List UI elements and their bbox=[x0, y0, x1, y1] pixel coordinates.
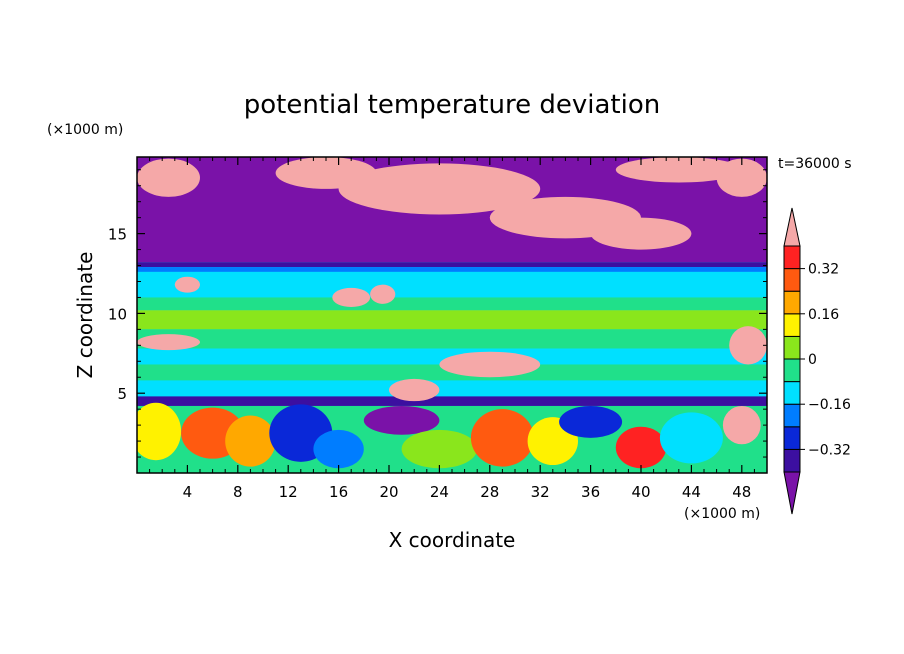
y-axis-label: Z coordinate bbox=[73, 252, 97, 379]
x-axis-unit: (×1000 m) bbox=[684, 506, 760, 522]
heatmap-field bbox=[137, 157, 767, 473]
colorbar-extend-bottom bbox=[783, 471, 801, 515]
colorbar-box-5 bbox=[783, 335, 801, 360]
heatmap-cell-12 bbox=[729, 326, 767, 365]
x-tick-label-1: 8 bbox=[233, 483, 243, 501]
time-label: t=36000 s bbox=[778, 156, 852, 172]
y-tick-label-0: 5 bbox=[117, 385, 127, 403]
heatmap-cell-24 bbox=[615, 426, 667, 469]
colorbar-box-1 bbox=[783, 426, 801, 450]
heatmap-cell-26 bbox=[722, 405, 761, 445]
x-tick-label-4: 20 bbox=[379, 483, 398, 501]
heatmap-band-6 bbox=[137, 329, 767, 349]
heatmap-plot bbox=[136, 156, 768, 474]
colorbar-box-7 bbox=[783, 290, 801, 315]
x-tick-label-11: 48 bbox=[732, 483, 751, 501]
colorbar-label-0: 0.32 bbox=[808, 262, 839, 278]
y-tick-label-2: 15 bbox=[108, 226, 127, 244]
x-tick-label-8: 36 bbox=[581, 483, 600, 501]
colorbar-extend-top bbox=[783, 207, 801, 247]
colorbar-box-3 bbox=[783, 381, 801, 405]
heatmap-cell-21 bbox=[470, 409, 534, 467]
heatmap-band-3 bbox=[137, 271, 767, 298]
colorbar-box-4 bbox=[783, 358, 801, 383]
heatmap-cell-16 bbox=[225, 415, 276, 467]
x-tick-label-3: 16 bbox=[329, 483, 348, 501]
x-axis-label: X coordinate bbox=[389, 528, 516, 552]
x-tick-label-10: 44 bbox=[682, 483, 701, 501]
heatmap-band-9 bbox=[137, 380, 767, 397]
heatmap-cell-10 bbox=[439, 351, 541, 378]
colorbar-box-6 bbox=[783, 313, 801, 337]
x-tick-label-9: 40 bbox=[631, 483, 650, 501]
heatmap-band-4 bbox=[137, 297, 767, 311]
heatmap-cell-11 bbox=[389, 378, 440, 402]
heatmap-cell-9 bbox=[137, 334, 200, 351]
heatmap-cell-0 bbox=[137, 158, 200, 197]
y-tick-label-1: 10 bbox=[108, 305, 127, 323]
colorbar-label-4: −0.32 bbox=[808, 442, 851, 458]
colorbar: 0.32 0.16 0 −0.16 −0.32 bbox=[783, 207, 851, 515]
heatmap-band-2 bbox=[137, 267, 767, 272]
colorbar-label-2: 0 bbox=[808, 352, 817, 368]
heatmap-band-10 bbox=[137, 396, 767, 406]
colorbar-label-3: −0.16 bbox=[808, 397, 851, 413]
heatmap-cell-5 bbox=[615, 157, 742, 183]
y-axis-ticks: 5 10 15 bbox=[108, 169, 767, 458]
heatmap-cell-13 bbox=[174, 276, 200, 293]
heatmap-cell-19 bbox=[363, 405, 440, 435]
heatmap-band-1 bbox=[137, 262, 767, 268]
x-tick-label-0: 4 bbox=[183, 483, 193, 501]
colorbar-box-0 bbox=[783, 448, 801, 473]
x-axis-ticks: 4 8 12 16 20 24 28 32 36 40 44 48 bbox=[149, 157, 755, 501]
heatmap-band-5 bbox=[137, 310, 767, 330]
heatmap-cell-8 bbox=[370, 284, 396, 304]
colorbar-box-8 bbox=[783, 268, 801, 292]
heatmap-cell-14 bbox=[137, 402, 182, 461]
y-axis-unit: (×1000 m) bbox=[47, 122, 123, 138]
heatmap-cell-20 bbox=[401, 429, 478, 469]
heatmap-cell-6 bbox=[716, 158, 767, 197]
heatmap-cell-4 bbox=[590, 217, 692, 250]
heatmap-cell-23 bbox=[559, 405, 623, 438]
heatmap-cell-2 bbox=[338, 163, 541, 215]
x-tick-label-5: 24 bbox=[430, 483, 449, 501]
chart-title: potential temperature deviation bbox=[244, 90, 660, 120]
colorbar-box-2 bbox=[783, 403, 801, 428]
x-tick-label-2: 12 bbox=[279, 483, 298, 501]
x-tick-label-7: 32 bbox=[531, 483, 550, 501]
x-tick-label-6: 28 bbox=[480, 483, 499, 501]
colorbar-label-1: 0.16 bbox=[808, 307, 839, 323]
colorbar-box-9 bbox=[783, 245, 801, 270]
heatmap-cell-25 bbox=[659, 412, 723, 464]
heatmap-cell-7 bbox=[332, 287, 371, 308]
heatmap-cell-18 bbox=[313, 429, 364, 469]
